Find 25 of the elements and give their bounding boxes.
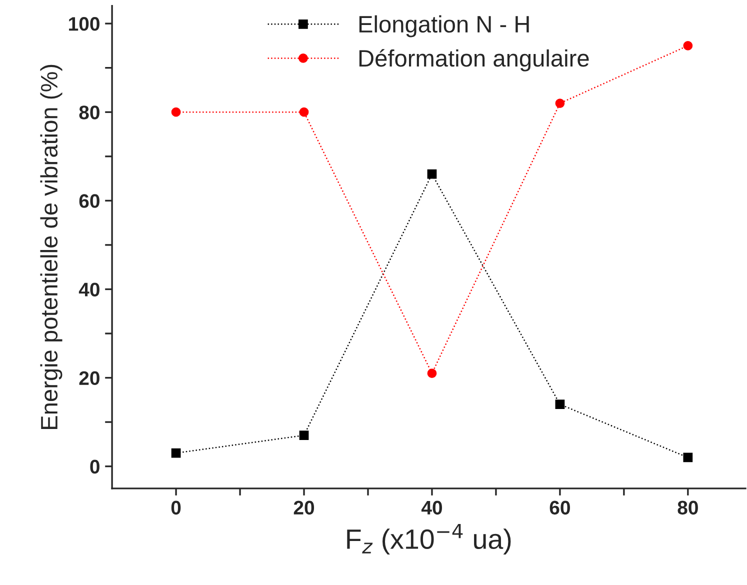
- x-axis-title: F$_{z}$ (x10$^{−4}$ ua): [347, 524, 511, 555]
- point: [683, 41, 693, 50]
- x-tick-label: 40: [421, 500, 442, 515]
- y-tick-label: 100: [69, 17, 100, 31]
- y-tick-label: 20: [79, 371, 100, 386]
- point: [299, 430, 309, 440]
- legend-label: Elongation N - H: [359, 15, 529, 38]
- y-tick-label: 0: [90, 460, 100, 474]
- x-tick-label: 20: [294, 500, 314, 515]
- point: [427, 368, 437, 378]
- point: [683, 452, 693, 462]
- point: [555, 98, 565, 108]
- y-tick-label: 80: [79, 106, 100, 120]
- point: [427, 169, 437, 179]
- point: [299, 107, 309, 117]
- y-tick-label: 60: [79, 194, 100, 208]
- y-tick-label: 40: [78, 282, 100, 296]
- y-axis-title: Energie potentielle de vibration (%): [40, 64, 62, 429]
- point: [171, 107, 181, 117]
- x-tick-label: 0: [171, 500, 181, 515]
- x-tick-label: 60: [550, 500, 570, 515]
- x-tick-label: 80: [678, 500, 698, 515]
- point: [171, 448, 181, 458]
- point: [555, 400, 565, 410]
- legend-label: Déformation angulaire: [359, 49, 589, 72]
